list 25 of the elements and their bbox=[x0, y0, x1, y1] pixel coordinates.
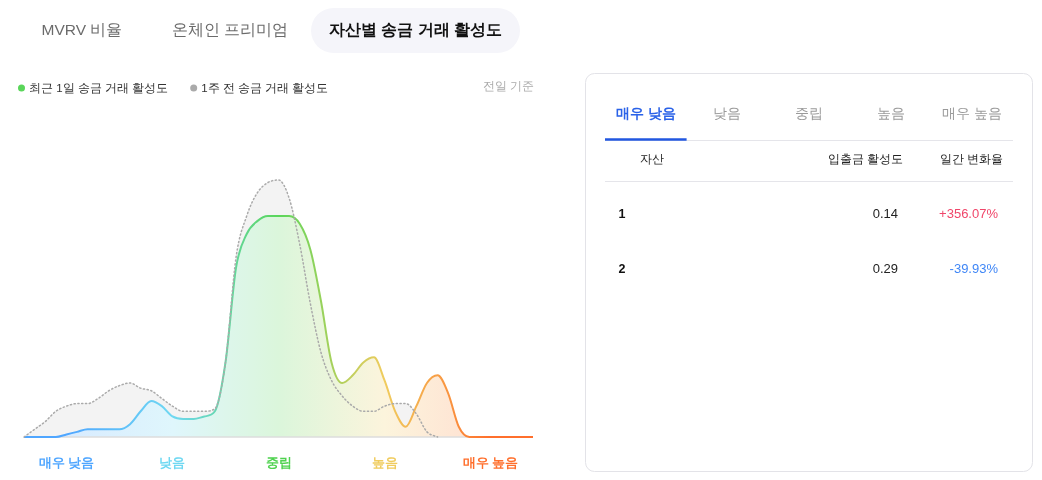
x-tick-label: 낮음 bbox=[159, 454, 186, 470]
category-label: 낮음 bbox=[713, 106, 742, 121]
legend-label: 1주 전 송금 거래 활성도 bbox=[201, 82, 329, 94]
x-tick-label: 높음 bbox=[371, 454, 398, 470]
category-label: 매우 높음 bbox=[942, 106, 1003, 121]
text: -39.93% bbox=[949, 261, 999, 276]
text: +356.07% bbox=[939, 206, 999, 221]
x-tick-label: 매우 낮음 bbox=[38, 454, 95, 470]
category-label: 매우 낮음 bbox=[615, 106, 676, 121]
category-label: 중립 bbox=[795, 106, 823, 121]
text: 온체인 프리미엄 bbox=[171, 21, 289, 38]
text: 2 bbox=[618, 262, 626, 276]
text: 0.14 bbox=[872, 206, 898, 221]
chart-title: 자산별 송금 거래 활성도 bbox=[328, 21, 503, 38]
x-tick-label: 매우 높음 bbox=[462, 454, 519, 470]
text: 일간 변화율 bbox=[939, 152, 1003, 166]
text: 자산 bbox=[640, 152, 664, 166]
text: 1 bbox=[618, 207, 626, 221]
text: 입출금 활성도 bbox=[827, 152, 903, 166]
legend-label: 최근 1일 송금 거래 활성도 bbox=[29, 82, 169, 94]
text: 0.29 bbox=[872, 261, 898, 276]
text: 전일 기준 bbox=[482, 79, 534, 93]
x-tick-label: 중립 bbox=[265, 454, 292, 470]
category-label: 높음 bbox=[876, 106, 905, 121]
text: MVRV 비율 bbox=[41, 21, 123, 38]
